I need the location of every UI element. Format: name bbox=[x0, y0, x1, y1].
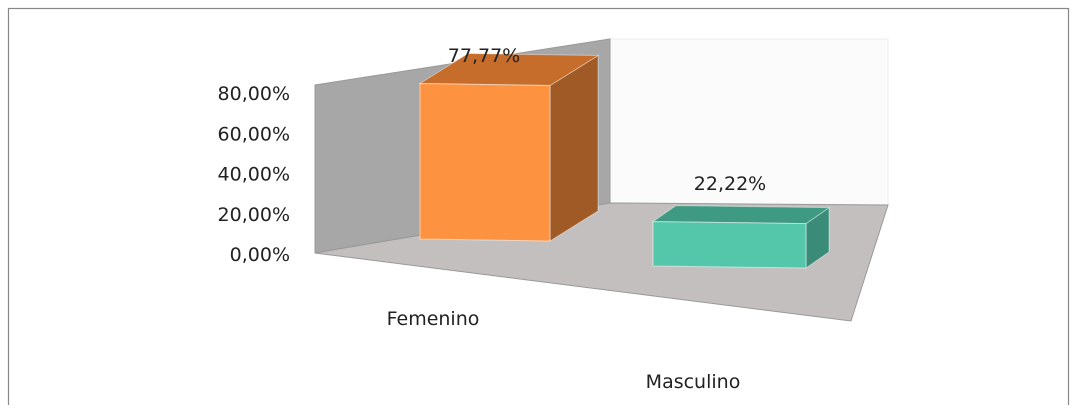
data-labels: 77,77% 22,22% bbox=[448, 45, 766, 195]
bars bbox=[418, 52, 831, 269]
y-tick-label: 60,00% bbox=[218, 123, 290, 145]
bar-top-face bbox=[651, 205, 831, 225]
bar-front-face bbox=[419, 82, 551, 242]
x-axis-ticks: Femenino Masculino bbox=[387, 308, 741, 393]
x-tick-label: Femenino bbox=[387, 308, 480, 330]
bar-masculino bbox=[651, 205, 831, 269]
bar-front-face bbox=[652, 221, 807, 269]
y-tick-label: 0,00% bbox=[230, 244, 290, 266]
x-tick-label: Masculino bbox=[646, 371, 741, 393]
data-label: 22,22% bbox=[694, 173, 766, 195]
y-tick-label: 80,00% bbox=[218, 83, 290, 105]
data-label: 77,77% bbox=[448, 45, 520, 67]
y-tick-label: 40,00% bbox=[218, 164, 290, 186]
y-tick-label: 20,00% bbox=[218, 204, 290, 226]
bar-side-face bbox=[549, 54, 599, 242]
y-axis-ticks: 0,00% 20,00% 40,00% 60,00% 80,00% bbox=[218, 83, 290, 266]
bar-femenino bbox=[418, 52, 600, 242]
